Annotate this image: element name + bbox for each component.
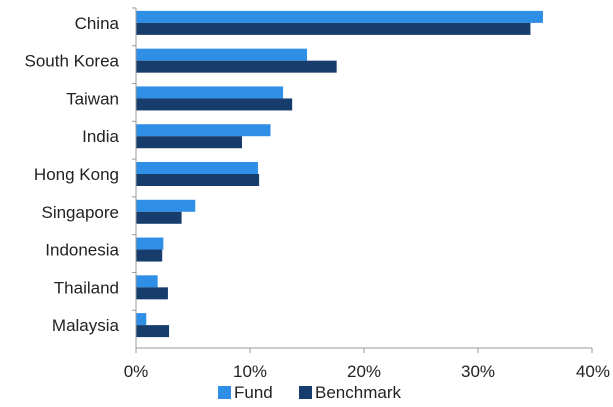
category-label: India: [82, 127, 119, 146]
benchmark-bar: [136, 22, 531, 35]
benchmark-bar: [136, 60, 337, 73]
category-label: South Korea: [24, 52, 119, 71]
fund-bar: [136, 237, 164, 250]
legend-swatch-benchmark: [299, 386, 312, 399]
category-labels: China South Korea Taiwan India Hong Kong Sing…: [24, 14, 119, 335]
category-label: Taiwan: [66, 89, 119, 108]
category-label: Malaysia: [52, 316, 120, 335]
fund-bar: [136, 162, 258, 174]
legend: Fund Benchmark: [218, 383, 401, 402]
fund-bar: [136, 86, 284, 99]
fund-bar: [136, 275, 158, 288]
category-label: China: [75, 14, 120, 33]
category-label: Thailand: [54, 278, 119, 297]
fund-bar: [136, 10, 543, 23]
category-label: Indonesia: [45, 241, 119, 260]
benchmark-bar: [136, 174, 260, 186]
benchmark-bar: [136, 249, 163, 262]
x-tick-label: 10%: [233, 362, 267, 381]
benchmark-bar: [136, 136, 243, 149]
axes-group: [132, 7, 593, 353]
fund-bar: [136, 199, 196, 212]
x-tick-label: 20%: [347, 362, 381, 381]
fund-bar: [136, 48, 307, 61]
x-tick-label: 0%: [124, 362, 149, 381]
x-tick-labels: 0% 10% 20% 30% 40%: [124, 362, 610, 381]
benchmark-bar: [136, 325, 170, 338]
x-tick-label: 40%: [576, 362, 610, 381]
category-label: Singapore: [41, 203, 119, 222]
fund-bar: [136, 313, 147, 326]
benchmark-bar: [136, 98, 293, 111]
benchmark-bar: [136, 211, 182, 224]
fund-bar: [136, 124, 271, 137]
category-label: Hong Kong: [34, 165, 119, 184]
legend-swatch-fund: [218, 386, 231, 399]
legend-label-benchmark: Benchmark: [315, 383, 401, 402]
benchmark-bar: [136, 287, 168, 300]
legend-label-fund: Fund: [234, 383, 273, 402]
x-tick-label: 30%: [461, 362, 495, 381]
bars-group: [136, 10, 543, 338]
